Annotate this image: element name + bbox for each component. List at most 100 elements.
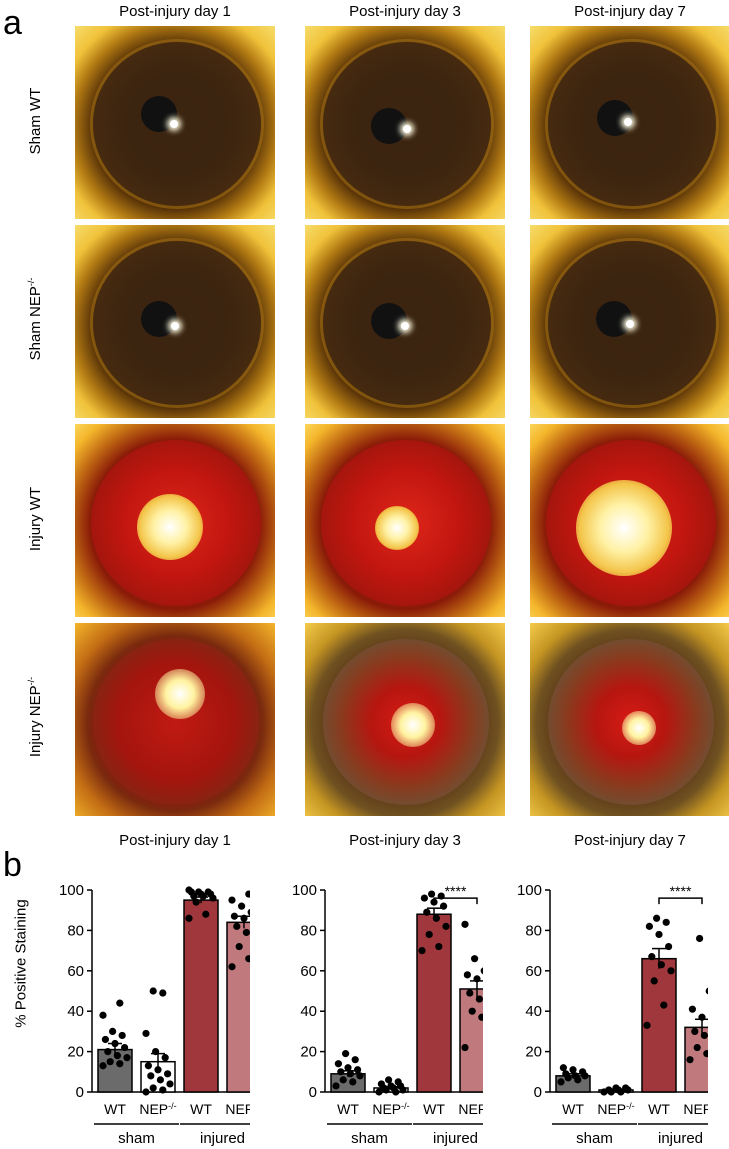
data-point	[387, 1082, 395, 1090]
data-point	[238, 902, 246, 910]
data-point	[655, 930, 663, 939]
y-tick-label: 60	[525, 963, 542, 980]
data-point	[144, 1062, 152, 1070]
data-point	[420, 894, 428, 902]
data-point	[149, 1084, 157, 1092]
eye-glint	[171, 322, 179, 330]
data-point	[337, 1068, 345, 1076]
data-point	[156, 1076, 164, 1084]
row-label-sup: -/-	[26, 277, 36, 287]
data-point	[562, 1070, 570, 1078]
row-label-injury-wt: Injury WT	[26, 424, 44, 614]
row-label-sup: -/-	[26, 676, 36, 686]
group-label: injured	[433, 1130, 478, 1147]
x-tick-label: NEP-/-	[597, 1101, 634, 1117]
eye-lesion	[375, 506, 419, 550]
data-point	[700, 1031, 708, 1040]
data-point	[693, 1043, 701, 1052]
eye-glint	[170, 120, 178, 128]
eye-photo-injury-wt-day7	[530, 424, 729, 617]
data-point	[569, 1066, 577, 1074]
eye-photo-sham-wt-day1	[75, 26, 275, 219]
data-point	[159, 1086, 167, 1094]
data-point	[650, 977, 658, 985]
data-point	[152, 1048, 160, 1056]
data-point	[240, 914, 248, 922]
data-point	[478, 1013, 483, 1021]
data-point	[101, 1035, 109, 1044]
data-point	[351, 1056, 359, 1064]
y-tick-label: 100	[517, 882, 542, 899]
y-tick-label: 40	[300, 1003, 317, 1020]
data-point	[375, 1088, 383, 1096]
group-label: injured	[200, 1130, 245, 1147]
y-tick-label: 80	[67, 922, 84, 939]
y-tick-label: 80	[300, 922, 317, 939]
data-point	[579, 1068, 587, 1076]
data-point	[418, 947, 426, 955]
y-tick-label: 0	[76, 1084, 84, 1101]
row-label-injury-nep: Injury NEP-/-	[26, 622, 44, 812]
data-point	[116, 1060, 124, 1068]
panel-a-label: a	[3, 4, 22, 42]
y-tick-label: 100	[292, 882, 317, 899]
data-point	[622, 1084, 630, 1092]
data-point	[195, 888, 203, 896]
eye-pupil	[596, 301, 632, 337]
data-point	[147, 1072, 155, 1080]
data-point	[116, 999, 124, 1007]
data-point	[435, 942, 443, 951]
data-point	[461, 1043, 469, 1052]
x-tick-label: WT	[190, 1101, 212, 1117]
chart-title-day3: Post-injury day 3	[349, 832, 461, 849]
eye-iris	[548, 42, 716, 206]
y-tick-label: 20	[300, 1044, 317, 1061]
group-label: sham	[576, 1130, 613, 1147]
data-point	[428, 890, 436, 898]
data-point	[691, 1027, 699, 1035]
data-point	[332, 1082, 340, 1090]
y-tick-label: 80	[525, 922, 542, 939]
data-point	[686, 1056, 694, 1064]
bar	[183, 899, 219, 1093]
y-tick-label: 40	[525, 1003, 542, 1020]
x-tick-label: NEP-/-	[225, 1101, 250, 1117]
chart-title-day1: Post-injury day 1	[119, 832, 231, 849]
data-point	[612, 1084, 620, 1092]
data-point	[142, 1029, 150, 1038]
data-point	[247, 908, 250, 916]
column-title-day7: Post-injury day 7	[574, 3, 686, 20]
bar-chart-day3: 0 20 40 60 80 100 WT NEP-/- WT NEP-/- sham injured *…	[292, 882, 483, 1147]
x-tick-label: NEP-/-	[683, 1101, 708, 1117]
eye-iris	[323, 42, 491, 206]
data-point	[154, 1066, 162, 1074]
data-point	[696, 934, 704, 943]
data-point	[665, 942, 673, 951]
data-point	[118, 1031, 126, 1040]
data-point	[349, 1078, 357, 1086]
data-point	[230, 912, 238, 920]
y-tick-label: 20	[67, 1044, 84, 1061]
data-point	[645, 922, 653, 930]
data-point	[109, 1027, 117, 1035]
eye-photo-injury-nep-day1	[75, 623, 275, 816]
eye-photo-sham-nep-day3	[305, 225, 505, 418]
x-tick-label: WT	[337, 1101, 359, 1117]
data-point	[99, 1011, 107, 1019]
eye-pupil	[371, 108, 407, 144]
data-point	[432, 914, 440, 922]
bar-chart-day1: 0 20 40 60 80 100 WT NEP-/- WT NEP-/- sham injured	[59, 882, 250, 1147]
eye-lesion	[391, 703, 435, 747]
y-tick-label: 60	[67, 963, 84, 980]
data-point	[653, 914, 661, 922]
eye-photo-injury-wt-day3	[305, 424, 505, 617]
data-point	[354, 1066, 362, 1074]
row-label-text: Injury WT	[27, 486, 44, 552]
significance-label: ****	[670, 883, 692, 899]
data-point	[242, 928, 250, 937]
eye-photo-sham-wt-day3	[305, 26, 505, 219]
data-point	[111, 1039, 119, 1048]
data-point	[185, 914, 193, 922]
x-tick-label: NEP-/-	[139, 1101, 176, 1117]
data-point	[557, 1078, 565, 1086]
